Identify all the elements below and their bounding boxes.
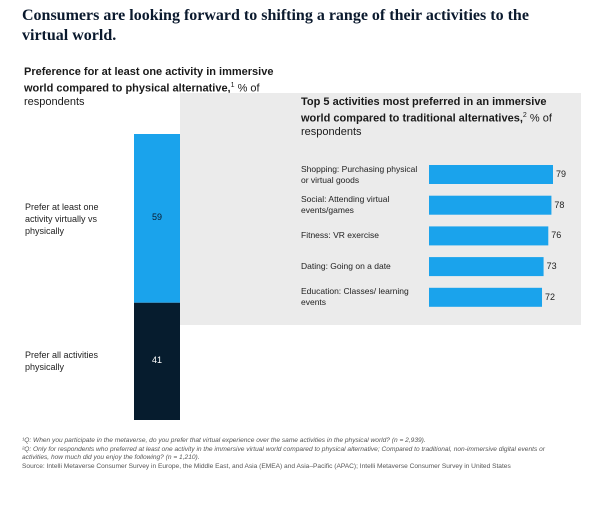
horizontal-bar-1 [429, 165, 553, 184]
left-chart-title: Preference for at least one activity in … [24, 66, 279, 109]
horizontal-bar-label-3: Fitness: VR exercise [301, 230, 379, 241]
horizontal-bar-4 [429, 257, 544, 277]
stacked-bar-segment-1 [134, 134, 180, 303]
stacked-bar-legend-2: Prefer all activities physically [25, 350, 99, 373]
footnote-1: ¹Q: When you participate in the metavers… [22, 437, 426, 444]
left-chart-unit: % of respondents [24, 82, 260, 108]
footnote-2: ²Q: Only for respondents who preferred a… [22, 445, 545, 462]
horizontal-bar-value-5: 72 [545, 291, 556, 302]
horizontal-bar-label-2: Social: Attending virtual events/games [301, 194, 390, 216]
right-chart-footnote-marker: 2 [522, 112, 527, 119]
stacked-bar-value-1: 59 [151, 212, 162, 223]
horizontal-bar-label-5: Education: Classes/ learning events [301, 286, 409, 308]
stacked-bar-segment-2 [134, 302, 180, 420]
right-chart-title: Top 5 activities most preferred in an im… [301, 96, 566, 139]
horizontal-bar-label-4: Dating: Going on a date [301, 261, 391, 272]
right-chart-unit: % of respondents [301, 112, 552, 138]
right-chart-title-text: Top 5 activities most preferred in an im… [301, 96, 547, 125]
footnotes: ¹Q: When you participate in the metavers… [22, 437, 567, 471]
stacked-bar-legend-1: Prefer at least one activity virtually v… [25, 202, 99, 237]
horizontal-bar-value-4: 73 [546, 261, 557, 272]
left-chart-footnote-marker: 1 [230, 82, 235, 89]
horizontal-bar-5 [429, 287, 543, 307]
horizontal-bar-value-2: 78 [554, 199, 565, 210]
horizontal-bar-value-3: 76 [551, 230, 562, 241]
horizontal-bar-2 [429, 195, 552, 215]
stacked-bar-value-2: 41 [151, 355, 162, 366]
horizontal-bar-value-1: 79 [556, 169, 567, 179]
headline: Consumers are looking forward to shiftin… [22, 7, 529, 44]
left-chart-title-text: Preference for at least one activity in … [24, 66, 274, 95]
horizontal-bar-label-1: Shopping: Purchasing physical or virtual… [301, 163, 418, 185]
source-note: Source: Intelli Metaverse Consumer Surve… [22, 462, 511, 470]
horizontal-bar-3 [429, 226, 549, 246]
